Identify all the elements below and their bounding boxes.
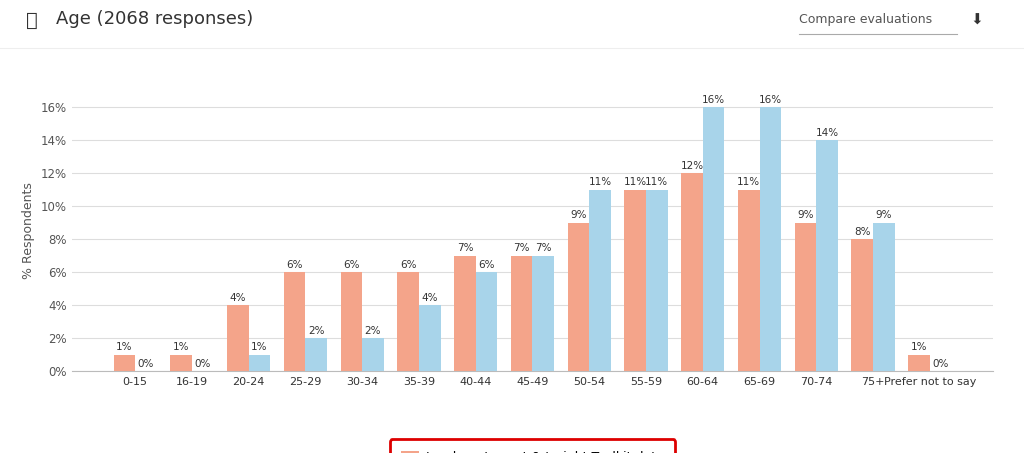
Text: 11%: 11% [737, 177, 760, 187]
Text: 11%: 11% [624, 177, 647, 187]
Bar [397, 272, 419, 371]
Text: 11%: 11% [645, 177, 669, 187]
Text: 7%: 7% [457, 243, 473, 253]
Y-axis label: % Respondents: % Respondents [23, 183, 35, 280]
Text: 4%: 4% [229, 293, 246, 303]
Text: 2%: 2% [308, 326, 325, 336]
Text: 1%: 1% [173, 342, 189, 352]
Text: 9%: 9% [876, 210, 892, 220]
Text: 7%: 7% [513, 243, 530, 253]
Text: 16%: 16% [702, 95, 725, 105]
Text: 16%: 16% [759, 95, 782, 105]
Bar [249, 355, 270, 371]
Bar [170, 355, 191, 371]
Text: 6%: 6% [478, 260, 495, 270]
Text: 1%: 1% [251, 342, 267, 352]
Bar [646, 190, 668, 371]
Bar [852, 239, 873, 371]
Text: Age (2068 responses): Age (2068 responses) [56, 10, 254, 28]
Text: 1%: 1% [116, 342, 132, 352]
Text: 9%: 9% [570, 210, 587, 220]
Bar [738, 190, 760, 371]
Text: ⬇: ⬇ [971, 13, 983, 28]
Text: 11%: 11% [589, 177, 611, 187]
Bar [511, 256, 532, 371]
Bar [567, 223, 589, 371]
Bar [419, 305, 440, 371]
Text: ⚹: ⚹ [26, 11, 37, 30]
Text: 0%: 0% [195, 359, 211, 369]
Bar [908, 355, 930, 371]
Bar [625, 190, 646, 371]
Bar [455, 256, 476, 371]
Bar [227, 305, 249, 371]
Bar [114, 355, 135, 371]
Bar [760, 107, 781, 371]
Text: 0%: 0% [138, 359, 155, 369]
Text: 8%: 8% [854, 227, 870, 237]
Text: Compare evaluations: Compare evaluations [799, 13, 932, 26]
Text: 1%: 1% [910, 342, 928, 352]
Bar [702, 107, 724, 371]
Bar [305, 338, 327, 371]
Bar [341, 272, 362, 371]
Text: 6%: 6% [287, 260, 303, 270]
Text: 14%: 14% [815, 128, 839, 138]
Text: 0%: 0% [933, 359, 949, 369]
Text: 2%: 2% [365, 326, 381, 336]
Bar [476, 272, 498, 371]
Text: 9%: 9% [798, 210, 814, 220]
Bar [873, 223, 895, 371]
Legend: London - Impact & Insight Toolkit data, Selected Evaluations (n=2068): London - Impact & Insight Toolkit data, … [390, 439, 675, 453]
Bar [284, 272, 305, 371]
Bar [589, 190, 610, 371]
Text: 6%: 6% [400, 260, 417, 270]
Bar [532, 256, 554, 371]
Text: 4%: 4% [422, 293, 438, 303]
Bar [795, 223, 816, 371]
Bar [362, 338, 384, 371]
Text: 7%: 7% [535, 243, 552, 253]
Bar [681, 173, 702, 371]
Text: 6%: 6% [343, 260, 359, 270]
Bar [816, 140, 838, 371]
Text: 12%: 12% [680, 161, 703, 171]
